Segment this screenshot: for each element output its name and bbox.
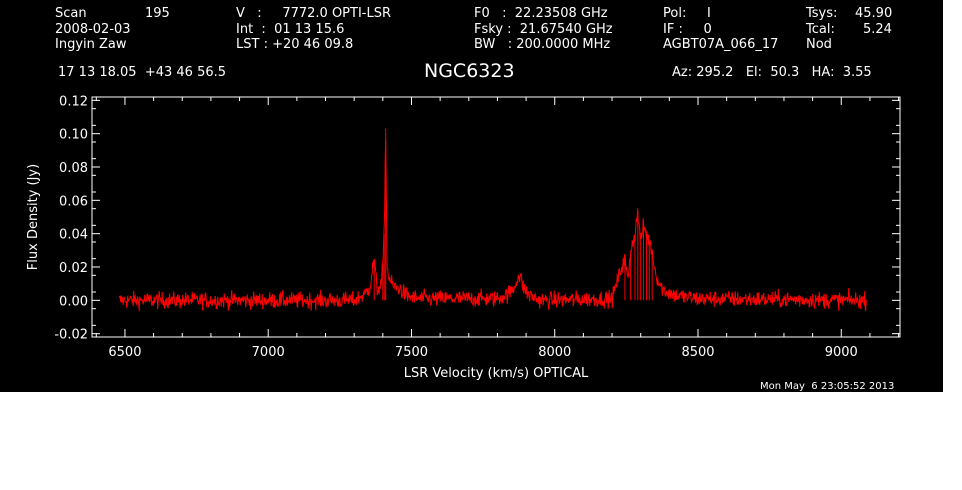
- tsys-value: 45.90: [855, 6, 893, 21]
- bandwidth: BW : 200.0000 MHz: [474, 37, 611, 52]
- x-tick-label: 8000: [538, 345, 571, 360]
- scan-label: Scan: [55, 6, 87, 21]
- observer-name: Ingyin Zaw: [55, 37, 127, 52]
- plot-timestamp: Mon May 6 23:05:52 2013: [760, 381, 895, 392]
- spectrum-line: [118, 139, 868, 312]
- y-tick-label: 0.10: [59, 128, 88, 143]
- spectrum-plot: 6500 7000 7500 8000 8500 9000 -0.02 0.00 0.02 0.0…: [26, 94, 901, 381]
- x-tick-label: 9000: [825, 345, 858, 360]
- x-axis-label: LSR Velocity (km/s) OPTICAL: [404, 366, 589, 381]
- rest-frequency: F0 : 22.23508 GHz: [474, 6, 608, 21]
- project-id: AGBT07A_066_17: [663, 37, 779, 52]
- y-tick-label: 0.00: [59, 294, 88, 309]
- tcal-label: Tcal:: [806, 22, 835, 37]
- lst-info: LST : +20 46 09.8: [236, 37, 354, 52]
- tcal-value: 5.24: [863, 22, 892, 37]
- polarization: Pol: I: [663, 6, 711, 21]
- integration-time: Int : 01 13 15.6: [236, 22, 345, 37]
- x-tick-label: 7000: [252, 345, 285, 360]
- observing-mode: Nod: [806, 37, 832, 52]
- x-tick-label: 6500: [108, 345, 141, 360]
- scan-number: 195: [145, 6, 170, 21]
- pointing-info: Az: 295.2 El: 50.3 HA: 3.55: [672, 65, 872, 80]
- y-tick-label: 0.06: [59, 194, 88, 209]
- y-tick-label: 0.02: [59, 261, 88, 276]
- y-tick-label: 0.08: [59, 161, 88, 176]
- y-tick-label: 0.12: [59, 94, 88, 109]
- x-tick-label: 8500: [681, 345, 714, 360]
- plot-frame: [91, 96, 901, 338]
- y-tick-label: -0.02: [54, 328, 88, 343]
- source-coordinates: 17 13 18.05 +43 46 56.5: [58, 65, 227, 80]
- tsys-label: Tsys:: [806, 6, 838, 21]
- source-name: NGC6323: [424, 60, 515, 82]
- x-tick-label: 7500: [395, 345, 428, 360]
- observation-panel: Scan 195 2008-02-03 Ingyin Zaw V : 7772.…: [0, 0, 943, 392]
- observation-date: 2008-02-03: [55, 22, 131, 37]
- if-number: IF : 0: [663, 22, 712, 37]
- velocity-info: V : 7772.0 OPTI-LSR: [236, 6, 392, 21]
- y-tick-label: 0.04: [59, 228, 88, 243]
- sky-frequency: Fsky : 21.67540 GHz: [474, 22, 613, 37]
- y-axis-label: Flux Density (Jy): [26, 164, 41, 270]
